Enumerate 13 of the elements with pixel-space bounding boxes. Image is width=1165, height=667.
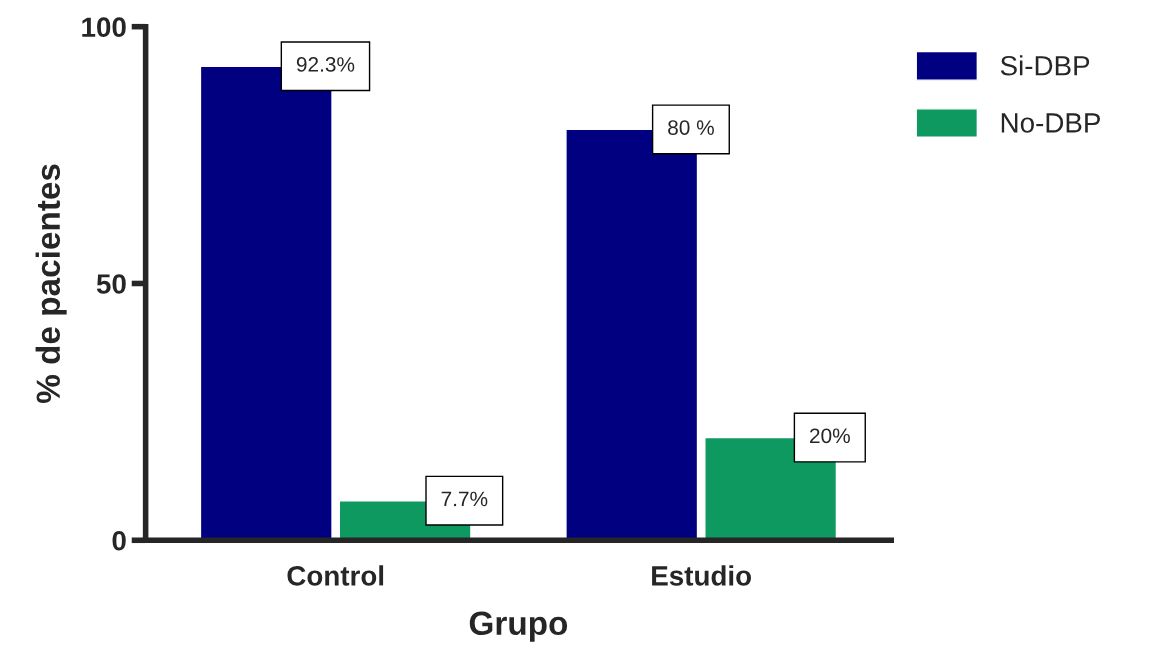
y-tick-label: 0 [112,530,126,551]
y-tick-label: 100 [82,17,126,38]
data-label: 7.7% [441,491,488,507]
x-tick-label: Control [287,565,384,586]
legend-label: No-DBP [1001,113,1100,133]
data-label: 80 % [668,120,714,135]
data-label: 92.3% [296,57,355,72]
legend-label: Si-DBP [1000,55,1090,76]
y-tick-label: 50 [96,274,126,294]
x-axis-title: Grupo [469,611,568,642]
y-axis-title: % de pacientes [35,164,67,404]
data-label: 20% [810,428,850,444]
x-tick-label: Estudio [652,565,752,586]
